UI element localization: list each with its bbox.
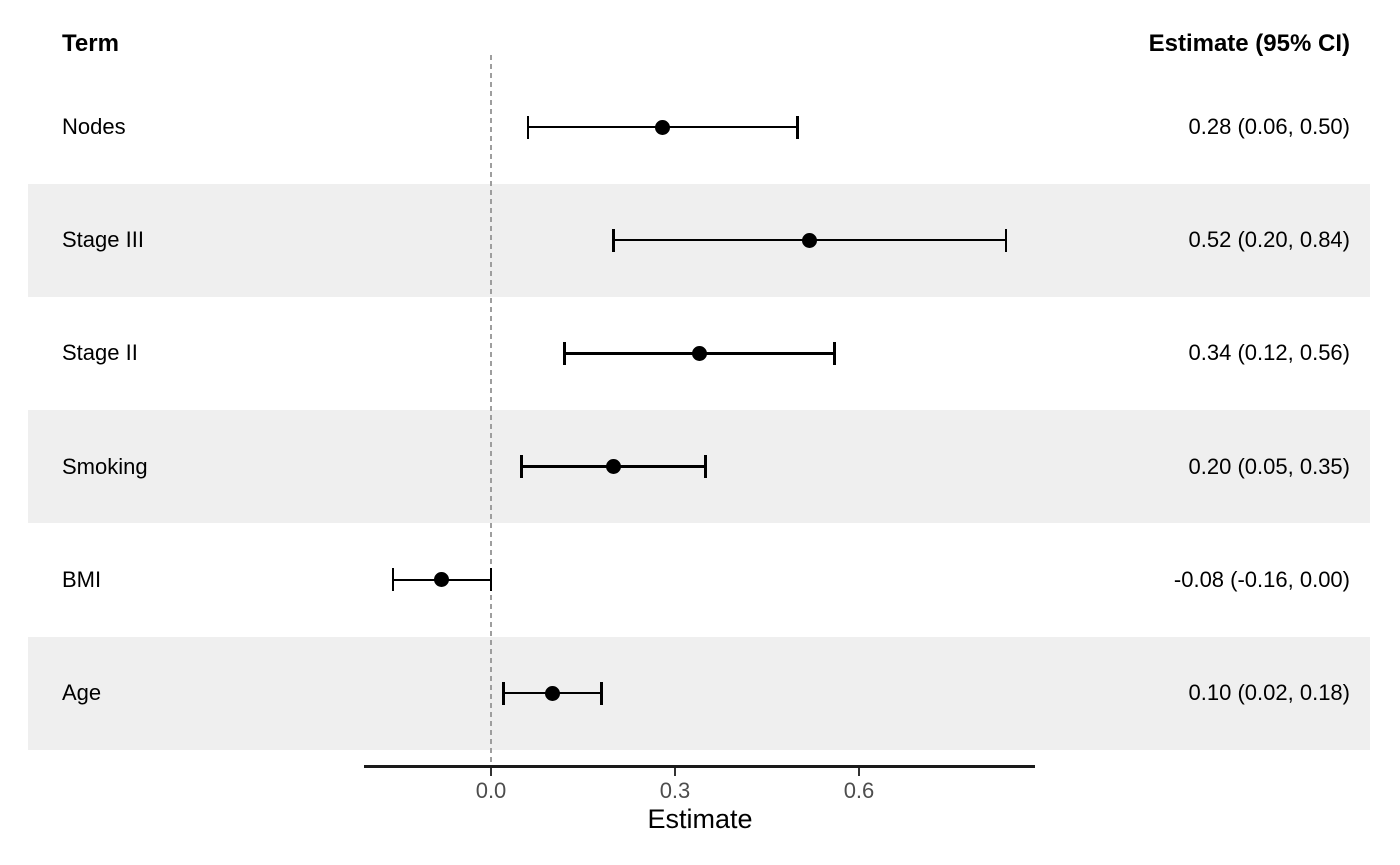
x-axis-tick-label: 0.3 [659,778,691,803]
term-label: Nodes [62,114,126,139]
x-axis-tick [673,768,676,776]
point-estimate-marker [434,572,450,588]
x-axis-tick-label: 0.6 [843,778,875,803]
term-label: BMI [62,566,102,592]
x-axis-line [364,765,1035,768]
ci-lower-cap [526,115,530,139]
estimate-ci-label: 0.34 (0.12, 0.56) [1188,340,1350,366]
x-axis-tick [857,768,860,776]
row-shading-band [28,183,1370,297]
x-axis-tick [490,768,492,776]
row-shading-band [28,636,1370,750]
ci-upper-cap [796,115,799,139]
term-label: Stage II [62,340,138,366]
point-estimate-marker [692,345,708,361]
ci-lower-cap [563,341,566,365]
estimate-column-header: Estimate (95% CI) [1148,30,1350,57]
estimate-ci-label: -0.08 (-0.16, 0.00) [1173,566,1350,592]
confidence-interval-line [527,125,798,129]
x-axis-title: Estimate [647,804,753,834]
confidence-interval-line [564,352,835,355]
zero-reference-line [490,55,492,766]
term-column-header: Term [62,30,119,57]
point-estimate-marker [655,119,671,135]
ci-lower-cap [391,568,395,592]
row-shading-band [28,410,1370,524]
confidence-interval-line [392,578,491,582]
x-axis-tick-label: 0.0 [475,778,507,803]
estimate-ci-label: 0.28 (0.06, 0.50) [1188,114,1350,139]
ci-upper-cap [833,341,836,365]
